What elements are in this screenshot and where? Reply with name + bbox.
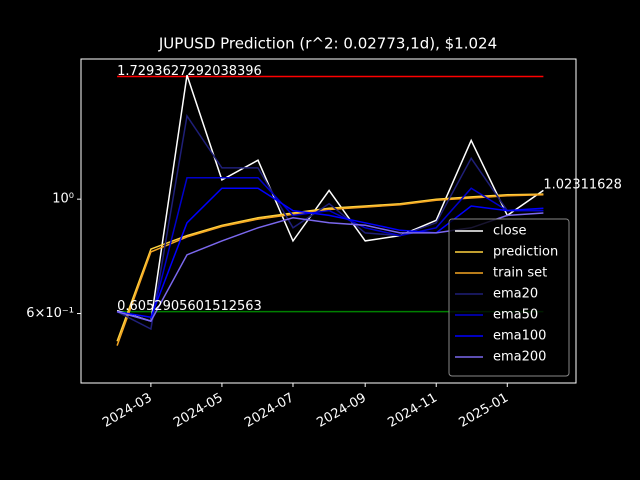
series-line — [116, 187, 544, 319]
plot-frame — [80, 58, 577, 384]
x-tick-label: 2024-03 — [100, 391, 155, 431]
end-label: 1.02311628 — [543, 178, 622, 193]
series-line — [116, 114, 544, 331]
legend-label: ema50 — [493, 308, 538, 323]
legend-label: close — [493, 224, 526, 239]
legend-label: ema20 — [493, 287, 538, 302]
x-tick-label: 2024-05 — [171, 391, 226, 431]
series-line — [116, 193, 544, 346]
level-label: 0.6052905601512563 — [117, 299, 262, 314]
x-tick-label: 2024-09 — [314, 391, 369, 431]
series-line — [116, 74, 544, 323]
chart-title: JUPUSD Prediction (r^2: 0.02773,1d), $1.… — [158, 35, 497, 53]
legend-label: ema200 — [493, 350, 546, 365]
legend-label: prediction — [493, 245, 558, 260]
series-line — [116, 193, 544, 342]
level-label: 1.7293627292038396 — [117, 64, 262, 79]
legend-label: ema100 — [493, 329, 546, 344]
series-line — [116, 177, 544, 323]
y-tick-label: 6×10⁻¹ — [26, 306, 74, 321]
x-tick-label: 2025-01 — [456, 391, 511, 431]
legend-label: train set — [493, 266, 547, 281]
x-tick-label: 2024-07 — [242, 391, 297, 431]
y-tick-label: 10⁰ — [52, 192, 74, 207]
x-tick-label: 2024-11 — [385, 391, 440, 431]
